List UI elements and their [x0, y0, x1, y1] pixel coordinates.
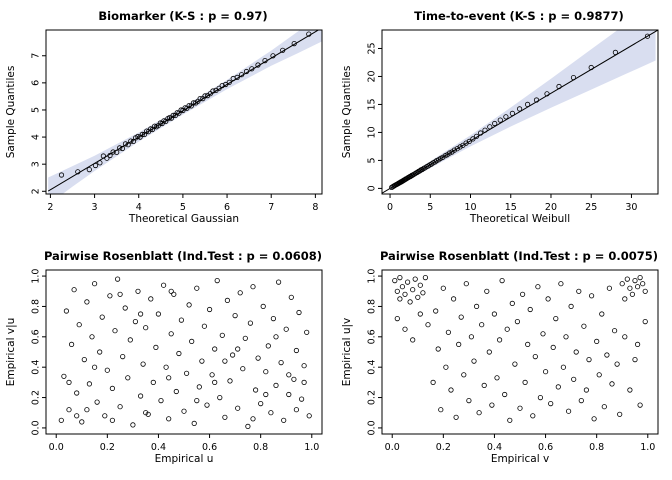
svg-text:0.2: 0.2 — [100, 442, 115, 453]
svg-text:1.0: 1.0 — [304, 442, 319, 453]
svg-text:0.0: 0.0 — [49, 442, 64, 453]
x-axis-label: Theoretical Gaussian — [128, 213, 240, 225]
svg-text:20: 20 — [366, 70, 377, 82]
svg-text:0.8: 0.8 — [253, 442, 268, 453]
svg-text:0.0: 0.0 — [385, 442, 400, 453]
svg-text:5: 5 — [30, 107, 41, 113]
svg-text:0.6: 0.6 — [30, 329, 41, 344]
svg-text:4: 4 — [136, 202, 142, 213]
svg-text:1.0: 1.0 — [30, 269, 41, 284]
y-axis-label: Empirical v|u — [5, 317, 17, 387]
svg-text:15: 15 — [366, 98, 377, 110]
svg-text:0.2: 0.2 — [30, 390, 41, 405]
x-axis-label: Empirical v — [490, 453, 550, 465]
svg-text:0.6: 0.6 — [202, 442, 217, 453]
rosenblatt-uv-panel: 0.0 0.2 0.4 0.6 0.8 1.0 0.0 0.2 0.4 0.6 0.8 1.0 Pai… — [336, 240, 672, 480]
svg-text:6: 6 — [224, 202, 230, 213]
svg-text:3: 3 — [30, 161, 41, 167]
svg-text:10: 10 — [464, 202, 476, 213]
svg-text:0.0: 0.0 — [30, 420, 41, 435]
svg-text:4: 4 — [30, 134, 41, 140]
svg-text:3: 3 — [92, 202, 98, 213]
svg-text:5: 5 — [180, 202, 186, 213]
rosenblatt-vu-panel: 0.0 0.2 0.4 0.6 0.8 1.0 0.0 0.2 0.4 0.6 0.8 1.0 Pai… — [0, 240, 336, 480]
svg-text:0.8: 0.8 — [589, 442, 604, 453]
x-axis-label: Theoretical Weibull — [469, 213, 571, 225]
svg-text:8: 8 — [312, 202, 318, 213]
svg-text:1.0: 1.0 — [640, 442, 655, 453]
svg-text:0.6: 0.6 — [538, 442, 553, 453]
svg-text:0.4: 0.4 — [487, 442, 502, 453]
qq-plot-time-to-event: 0 5 10 15 20 25 30 0 5 10 15 20 25 — [366, 29, 659, 213]
svg-text:25: 25 — [585, 202, 597, 213]
svg-text:0: 0 — [366, 185, 377, 191]
qq-plot-biomarker: 2 3 4 5 6 7 8 2 3 4 5 6 7 — [30, 29, 323, 213]
chart-title: Pairwise Rosenblatt (Ind.Test : p = 0.00… — [379, 249, 659, 263]
svg-text:25: 25 — [366, 42, 377, 54]
svg-text:0.4: 0.4 — [151, 442, 166, 453]
svg-text:0.8: 0.8 — [366, 299, 377, 314]
svg-text:0.0: 0.0 — [366, 420, 377, 435]
chart-title: Pairwise Rosenblatt (Ind.Test : p = 0.06… — [43, 249, 323, 263]
svg-text:0.2: 0.2 — [436, 442, 451, 453]
y-axis-label: Sample Quantiles — [341, 65, 353, 159]
qq-plot-biomarker-panel: 2 3 4 5 6 7 8 2 3 4 5 6 7 Biomarker (K-S : p = 0.97)… — [0, 0, 336, 240]
svg-text:30: 30 — [625, 202, 637, 213]
svg-text:5: 5 — [427, 202, 433, 213]
svg-text:5: 5 — [366, 157, 377, 163]
chart-title: Biomarker (K-S : p = 0.97) — [98, 9, 268, 23]
svg-text:0.4: 0.4 — [30, 360, 41, 375]
svg-text:7: 7 — [268, 202, 274, 213]
svg-text:2: 2 — [47, 202, 53, 213]
svg-text:15: 15 — [505, 202, 517, 213]
svg-text:10: 10 — [366, 126, 377, 138]
rosenblatt-uv-scatter: 0.0 0.2 0.4 0.6 0.8 1.0 0.0 0.2 0.4 0.6 0.8 1.0 — [366, 269, 659, 453]
rosenblatt-vu-scatter: 0.0 0.2 0.4 0.6 0.8 1.0 0.0 0.2 0.4 0.6 0.8 1.0 — [30, 269, 323, 453]
y-axis-label: Empirical u|v — [341, 317, 353, 387]
svg-text:20: 20 — [545, 202, 557, 213]
x-axis-label: Empirical u — [154, 453, 214, 465]
svg-text:2: 2 — [30, 188, 41, 194]
svg-text:0.8: 0.8 — [30, 299, 41, 314]
svg-text:0.6: 0.6 — [366, 329, 377, 344]
svg-text:0.2: 0.2 — [366, 390, 377, 405]
svg-text:7: 7 — [30, 53, 41, 59]
svg-text:6: 6 — [30, 80, 41, 86]
svg-text:0.4: 0.4 — [366, 360, 377, 375]
qq-plot-time-to-event-panel: 0 5 10 15 20 25 30 0 5 10 15 20 25 Time-to-event (K-… — [336, 0, 672, 240]
y-axis-label: Sample Quantiles — [5, 65, 17, 159]
chart-title: Time-to-event (K-S : p = 0.9877) — [414, 9, 624, 23]
svg-text:1.0: 1.0 — [366, 269, 377, 284]
svg-text:0: 0 — [387, 202, 393, 213]
